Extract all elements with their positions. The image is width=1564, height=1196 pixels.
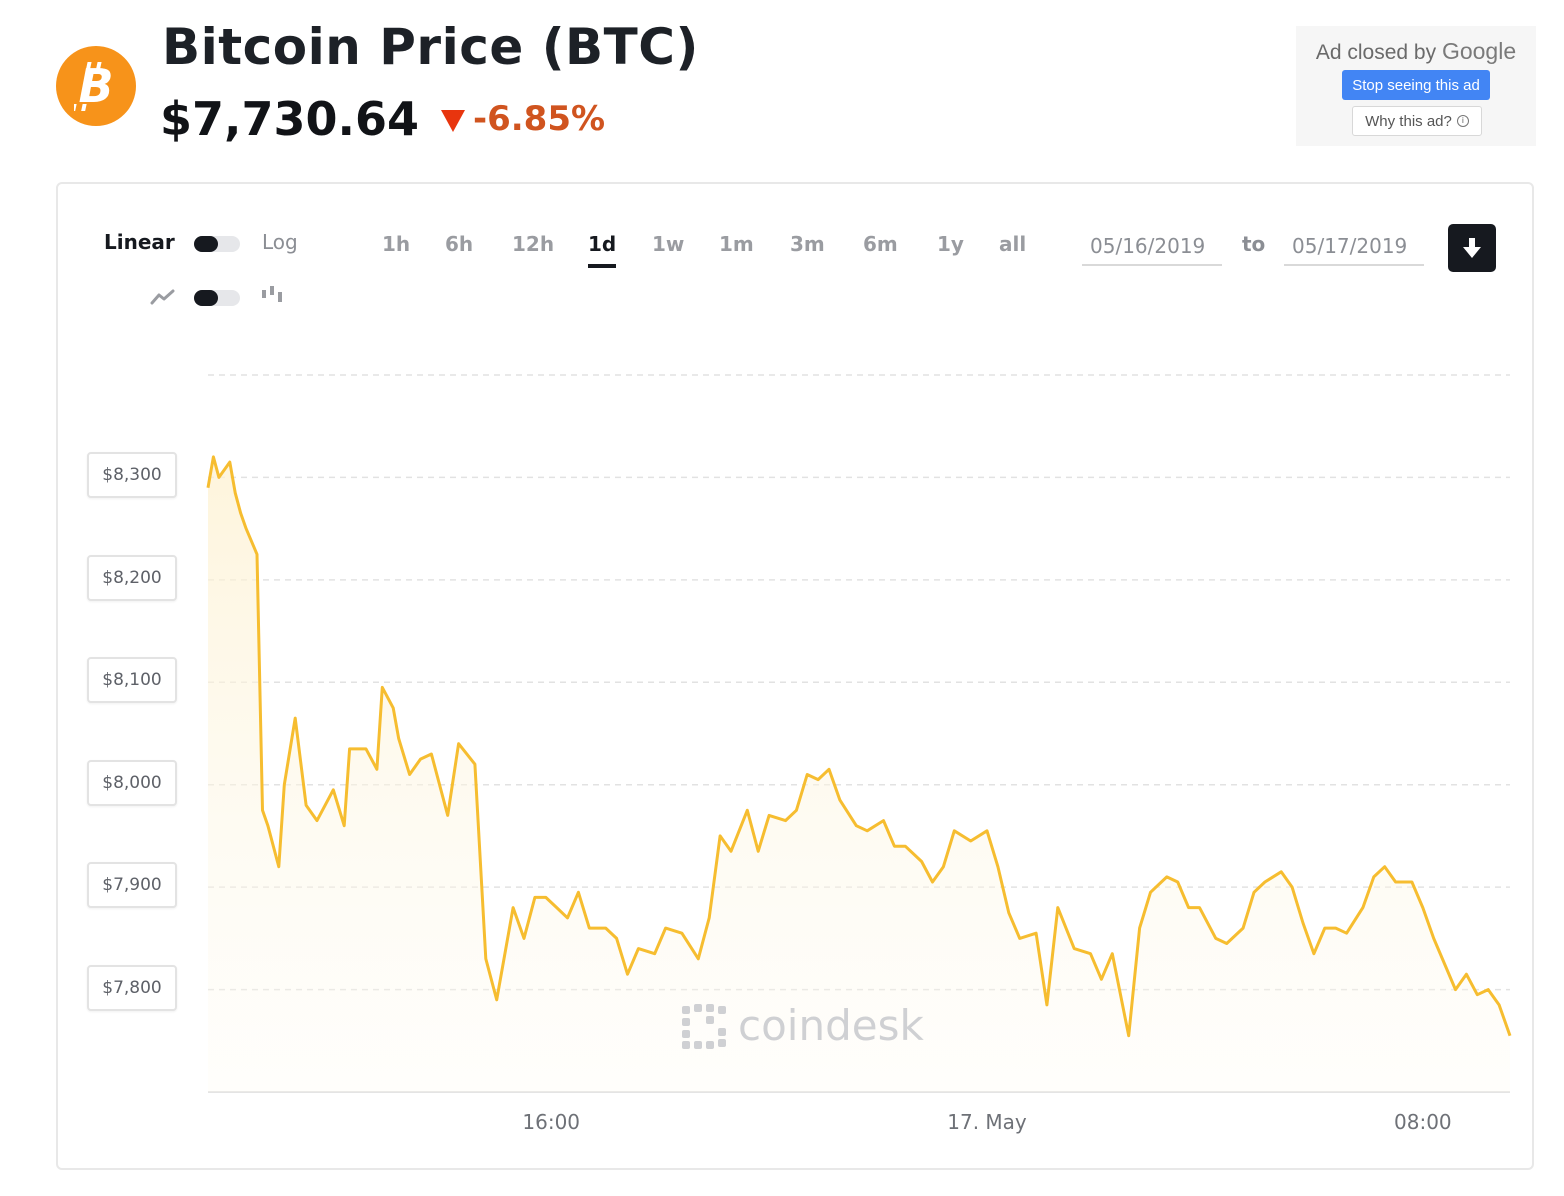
coindesk-logo-icon bbox=[682, 1004, 726, 1049]
range-6h[interactable]: 6h bbox=[445, 232, 474, 256]
range-1y[interactable]: 1y bbox=[937, 232, 964, 256]
download-icon bbox=[1463, 238, 1481, 258]
price-change: -6.85% bbox=[441, 99, 605, 139]
scale-log-label[interactable]: Log bbox=[262, 230, 298, 254]
current-price: $7,730.64 bbox=[160, 92, 419, 146]
coindesk-watermark-text: coindesk bbox=[738, 1001, 924, 1050]
ad-closed-brand: Google bbox=[1441, 38, 1517, 64]
price-row: $7,730.64 -6.85% bbox=[160, 92, 605, 146]
date-to-label: to bbox=[1242, 232, 1266, 256]
bitcoin-icon: B bbox=[74, 60, 114, 112]
page-title: Bitcoin Price (BTC) bbox=[162, 18, 699, 76]
y-axis-label: $8,000 bbox=[87, 759, 177, 806]
chart-type-toggle[interactable] bbox=[194, 290, 240, 306]
ad-closed-panel: Ad closed by Google Stop seeing this ad … bbox=[1296, 26, 1536, 146]
range-1w[interactable]: 1w bbox=[652, 232, 685, 256]
scale-linear-label[interactable]: Linear bbox=[104, 230, 175, 254]
chart-type-toggle-knob bbox=[194, 290, 218, 306]
download-button[interactable] bbox=[1448, 224, 1496, 272]
bitcoin-logo: B bbox=[56, 46, 136, 126]
svg-text:B: B bbox=[78, 60, 113, 112]
stop-seeing-ad-button[interactable]: Stop seeing this ad bbox=[1342, 70, 1490, 100]
ad-closed-label: Ad closed by bbox=[1315, 41, 1437, 64]
price-area bbox=[208, 456, 1510, 1092]
scale-toggle[interactable] bbox=[194, 236, 240, 252]
why-this-ad-button[interactable]: Why this ad? i bbox=[1352, 106, 1482, 136]
x-axis-label: 16:00 bbox=[522, 1110, 581, 1134]
y-axis-label: $8,300 bbox=[87, 452, 177, 499]
y-axis-label: $8,100 bbox=[87, 657, 177, 704]
price-change-value: -6.85% bbox=[473, 99, 606, 139]
info-icon: i bbox=[1456, 115, 1469, 127]
down-triangle-icon bbox=[441, 110, 465, 132]
y-axis-label: $7,900 bbox=[87, 862, 177, 909]
range-1h[interactable]: 1h bbox=[382, 232, 411, 256]
range-6m[interactable]: 6m bbox=[863, 232, 898, 256]
y-axis-label: $7,800 bbox=[87, 964, 177, 1011]
title-ticker: (BTC) bbox=[541, 18, 699, 76]
range-all[interactable]: all bbox=[999, 232, 1027, 256]
range-1d[interactable]: 1d bbox=[588, 232, 617, 268]
title-text: Bitcoin Price bbox=[162, 18, 524, 76]
candlestick-icon[interactable] bbox=[260, 284, 286, 306]
date-to-input[interactable] bbox=[1284, 228, 1424, 266]
why-this-ad-label: Why this ad? bbox=[1365, 112, 1452, 130]
price-line bbox=[206, 455, 1512, 1038]
x-axis-label: 17. May bbox=[947, 1110, 1027, 1134]
range-12h[interactable]: 12h bbox=[512, 232, 555, 256]
date-from-input[interactable] bbox=[1082, 228, 1222, 266]
ad-closed-text: Ad closed by Google bbox=[1296, 38, 1536, 65]
coindesk-watermark: coindesk bbox=[682, 1001, 924, 1050]
range-1m[interactable]: 1m bbox=[719, 232, 754, 256]
line-chart-icon[interactable] bbox=[150, 288, 176, 306]
y-axis-label: $8,200 bbox=[87, 554, 177, 601]
scale-toggle-knob bbox=[194, 236, 218, 252]
x-axis-label: 08:00 bbox=[1394, 1110, 1452, 1134]
range-3m[interactable]: 3m bbox=[790, 232, 825, 256]
